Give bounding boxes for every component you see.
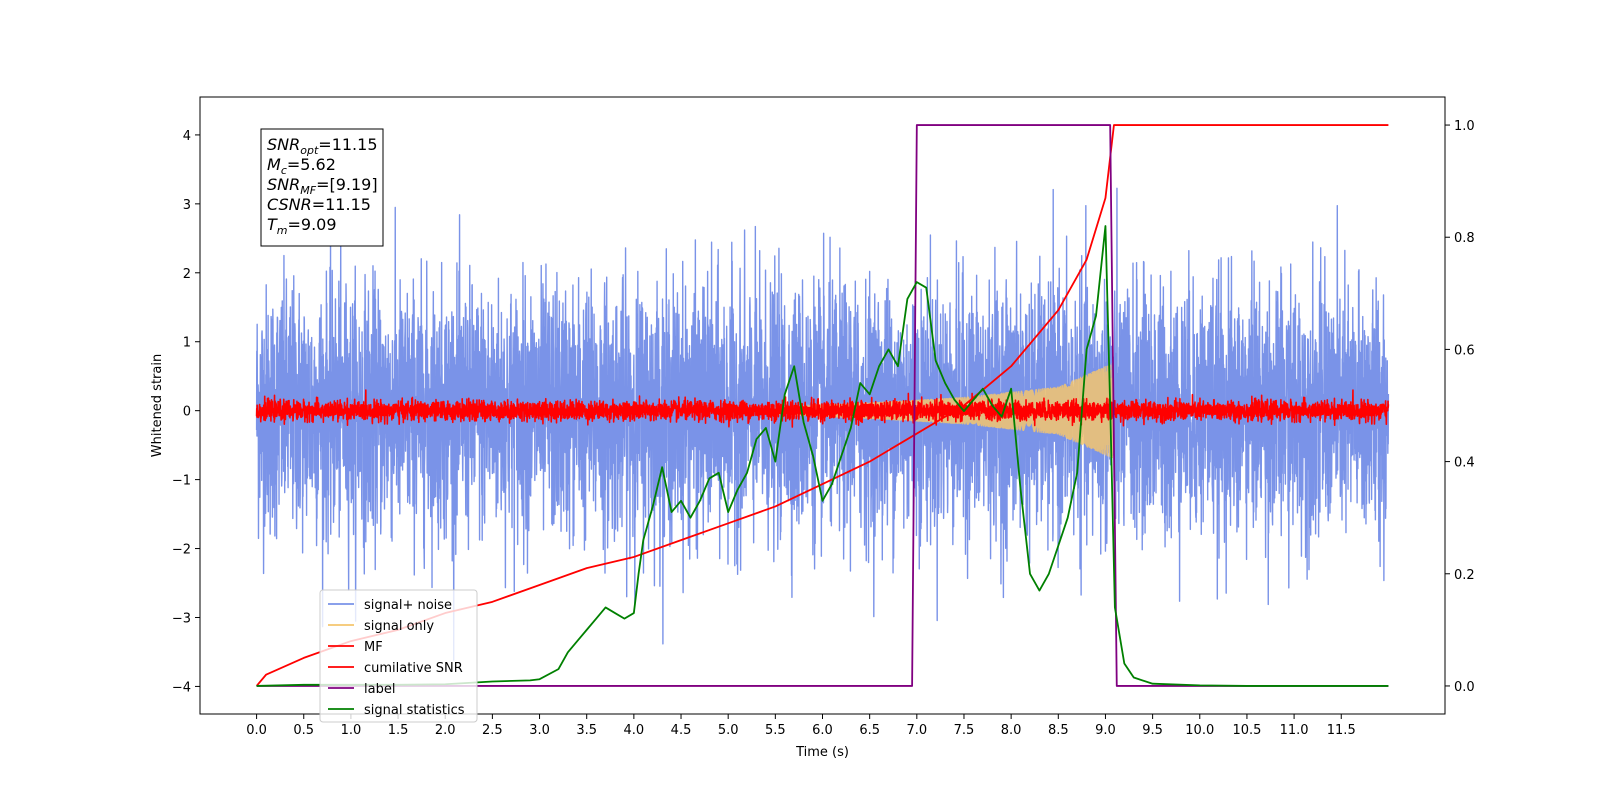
info-box-frame (260, 128, 384, 247)
x-tick-label: 4.5 (671, 723, 692, 738)
x-tick-label: 1.0 (341, 723, 362, 738)
info-box-line: SNRMF=[9.19] (267, 175, 378, 197)
x-tick-label: 3.5 (576, 723, 597, 738)
legend-item-label[interactable]: signal only (364, 619, 434, 634)
info-box-line: Mc=5.62 (267, 155, 336, 177)
info-box-line: Tm=9.09 (267, 215, 337, 237)
info-box-line: CSNR=11.15 (267, 195, 371, 214)
x-tick-label: 10.0 (1185, 723, 1214, 738)
y-tick-label: 1 (183, 336, 191, 351)
x-tick-label: 5.5 (765, 723, 786, 738)
x-tick-label: 10.5 (1232, 723, 1261, 738)
x-tick-label: 11.0 (1280, 723, 1309, 738)
x-tick-label: 0.5 (293, 723, 314, 738)
x-tick-label: 2.0 (435, 723, 456, 738)
y-tick-label: 2 (183, 267, 191, 282)
parameter-info-box: SNRopt=11.15Mc=5.62SNRMF=[9.19]CSNR=11.1… (260, 128, 384, 247)
legend[interactable]: signal+ noise signal only MF cumilative SNR… (319, 589, 478, 723)
y2-tick-label: 0.6 (1454, 343, 1475, 358)
x-tick-label: 5.0 (718, 723, 739, 738)
y-tick-label: 4 (183, 129, 191, 144)
x-tick-label: 8.5 (1048, 723, 1069, 738)
x-tick-label: 0.0 (246, 723, 267, 738)
y2-tick-label: 0.8 (1454, 231, 1475, 246)
y2-tick-label: 0.2 (1454, 568, 1475, 583)
x-tick-label: 2.5 (482, 723, 503, 738)
tick-layer: 0.0 0.5 1.0 1.5 2.0 2.5 3.0 3.5 4.0 4.5 5.0 5.5 6.0 6… (172, 119, 1475, 738)
series-signal-statistics (256, 225, 1389, 687)
y2-tick-label: 0.4 (1454, 456, 1475, 471)
info-box-line: SNRopt=11.15 (267, 135, 378, 157)
x-tick-label: 4.0 (624, 723, 645, 738)
legend-item-label[interactable]: signal statistics (364, 703, 465, 718)
y-axis-label: Whitened strain (150, 354, 165, 457)
y-tick-label: −1 (172, 474, 191, 489)
y-tick-label: 3 (183, 198, 191, 213)
x-tick-label: 6.5 (859, 723, 880, 738)
y2-tick-label: 0.0 (1454, 680, 1475, 695)
legend-item-label[interactable]: MF (364, 640, 383, 655)
x-tick-label: 1.5 (388, 723, 409, 738)
y-tick-label: −4 (172, 680, 191, 695)
legend-frame (319, 589, 478, 723)
series-label (256, 124, 1389, 687)
legend-item-label[interactable]: signal+ noise (364, 598, 452, 613)
x-tick-label: 9.0 (1095, 723, 1116, 738)
x-tick-label: 3.0 (529, 723, 550, 738)
x-axis-label: Time (s) (795, 745, 849, 760)
x-tick-label: 7.5 (954, 723, 975, 738)
y-tick-label: −2 (172, 543, 191, 558)
y-tick-label: 0 (183, 405, 191, 420)
series-signal-noise (255, 187, 1390, 661)
x-tick-label: 9.5 (1142, 723, 1163, 738)
x-tick-label: 11.5 (1327, 723, 1356, 738)
y-tick-label: −3 (172, 611, 191, 626)
legend-item-label[interactable]: label (364, 682, 395, 697)
x-tick-label: 6.0 (812, 723, 833, 738)
x-tick-label: 7.0 (906, 723, 927, 738)
x-tick-label: 8.0 (1001, 723, 1022, 738)
legend-item-label[interactable]: cumilative SNR (364, 661, 463, 676)
series-mf (255, 389, 1390, 428)
y2-tick-label: 1.0 (1454, 119, 1475, 134)
